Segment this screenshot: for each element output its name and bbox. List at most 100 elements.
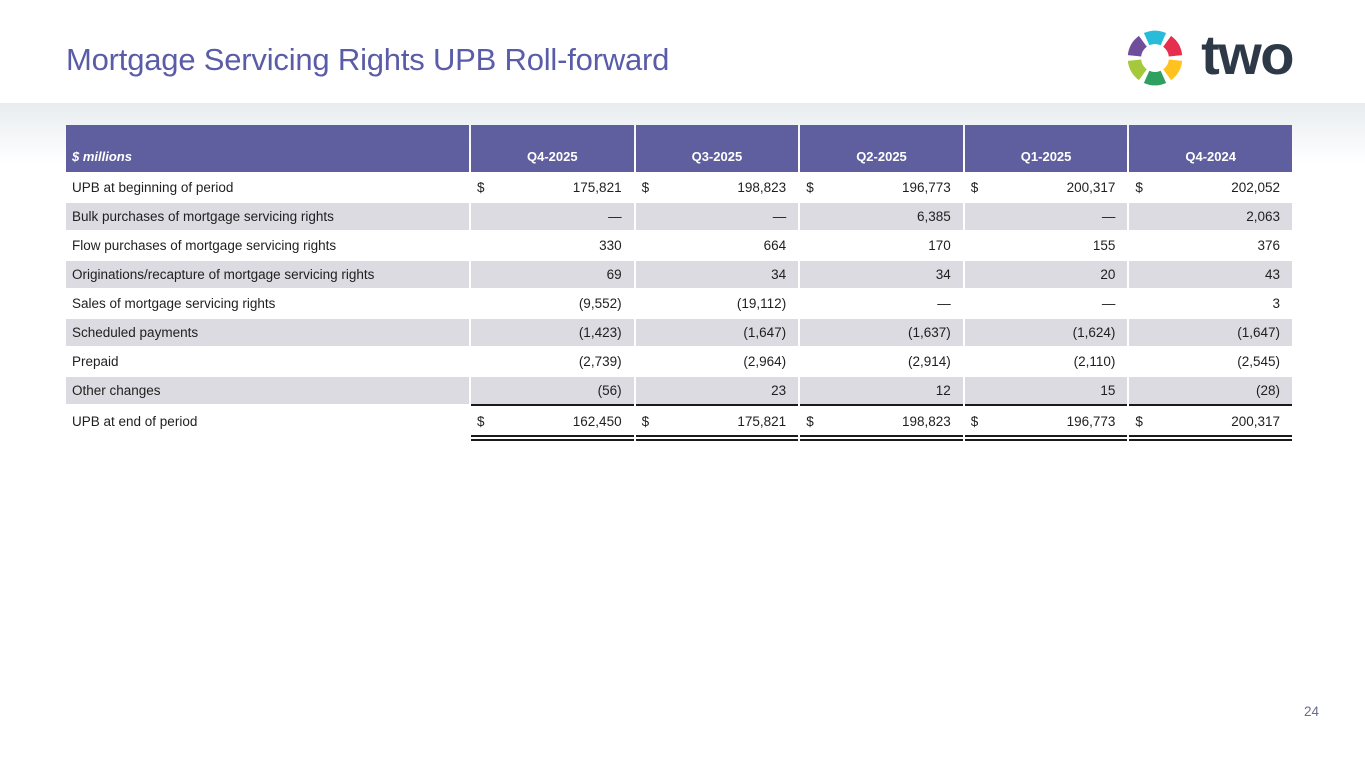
value-text: 34 bbox=[771, 267, 787, 282]
page-title: Mortgage Servicing Rights UPB Roll-forwa… bbox=[66, 42, 670, 77]
value-cell: $196,773 bbox=[800, 174, 963, 201]
value-cell: $196,773 bbox=[964, 408, 1128, 441]
value-text: 69 bbox=[606, 267, 622, 282]
value-cell: 6,385 bbox=[800, 203, 963, 230]
value-cell: 15 bbox=[964, 377, 1128, 406]
table-row: UPB at beginning of period $175,821 $198,8… bbox=[66, 174, 1292, 201]
value-text: 664 bbox=[763, 238, 787, 253]
value-cell: (2,964) bbox=[636, 348, 799, 375]
value-cell: (56) bbox=[471, 377, 634, 406]
value-text: (2,110) bbox=[1073, 354, 1116, 369]
value-text: 15 bbox=[1100, 383, 1116, 398]
column-header-q4-2025: Q4-2025 bbox=[471, 125, 634, 172]
currency-symbol: $ bbox=[1135, 180, 1143, 195]
row-label: Other changes bbox=[66, 377, 469, 406]
currency-symbol: $ bbox=[477, 414, 485, 429]
value-cell: 330 bbox=[471, 232, 634, 259]
value-text: 330 bbox=[599, 238, 622, 253]
table-row: Bulk purchases of mortgage servicing rig… bbox=[66, 203, 1292, 230]
upb-rollforward-table: $ millions Q4-2025 Q3-2025 Q2-2025 Q1-20… bbox=[66, 125, 1292, 441]
currency-symbol: $ bbox=[806, 180, 814, 195]
value-cell: (1,637) bbox=[800, 319, 963, 346]
value-text: — bbox=[772, 209, 787, 224]
row-label: UPB at beginning of period bbox=[72, 180, 234, 195]
value-text: — bbox=[1101, 296, 1116, 311]
value-cell: $202,052 bbox=[1129, 174, 1292, 201]
value-text: (2,914) bbox=[908, 354, 951, 369]
currency-symbol: $ bbox=[970, 180, 979, 195]
value-text: 200,317 bbox=[1231, 414, 1280, 429]
value-cell: 170 bbox=[800, 232, 963, 259]
value-cell: (28) bbox=[1129, 377, 1292, 406]
value-cell: 20 bbox=[964, 261, 1128, 288]
value-cell: — bbox=[635, 203, 799, 230]
table-row: Originations/recapture of mortgage servi… bbox=[66, 261, 1292, 288]
value-text: 376 bbox=[1257, 238, 1280, 253]
value-cell: — bbox=[964, 203, 1128, 230]
row-label: Bulk purchases of mortgage servicing rig… bbox=[66, 203, 469, 230]
value-text: 155 bbox=[1092, 238, 1116, 253]
value-text: 2,063 bbox=[1246, 209, 1280, 224]
row-label: Sales of mortgage servicing rights bbox=[72, 296, 276, 311]
value-cell: 43 bbox=[1129, 261, 1292, 288]
table-body: UPB at beginning of period $175,821 $198,8… bbox=[66, 174, 1292, 441]
row-label: Flow purchases of mortgage servicing rig… bbox=[72, 238, 337, 253]
value-text: 162,450 bbox=[572, 414, 622, 429]
logo-wordmark: two bbox=[1201, 23, 1294, 86]
value-text: 175,821 bbox=[737, 414, 787, 429]
value-text: 196,773 bbox=[901, 180, 951, 195]
two-logo: two bbox=[1122, 23, 1294, 91]
table-header-row: $ millions Q4-2025 Q3-2025 Q2-2025 Q1-20… bbox=[66, 125, 1292, 172]
value-cell: (1,624) bbox=[964, 319, 1128, 346]
column-header-q3-2025: Q3-2025 bbox=[635, 125, 799, 172]
units-header-cell: $ millions bbox=[66, 125, 469, 172]
value-cell: (2,545) bbox=[1129, 348, 1292, 375]
value-cell: 2,063 bbox=[1129, 203, 1292, 230]
table-row: Scheduled payments (1,423) (1,647) (1,637) (… bbox=[66, 319, 1292, 346]
value-text: 12 bbox=[935, 383, 951, 398]
value-text: 198,823 bbox=[901, 414, 951, 429]
value-text: (1,647) bbox=[1237, 325, 1280, 340]
column-header-q4-2024: Q4-2024 bbox=[1129, 125, 1292, 172]
value-cell: 664 bbox=[636, 232, 799, 259]
value-cell: 34 bbox=[635, 261, 799, 288]
row-label: Scheduled payments bbox=[66, 319, 469, 346]
value-text: (2,964) bbox=[743, 354, 787, 369]
value-text: (56) bbox=[597, 383, 622, 398]
value-text: 43 bbox=[1264, 267, 1280, 282]
column-header-q1-2025: Q1-2025 bbox=[964, 125, 1128, 172]
value-cell: 34 bbox=[800, 261, 963, 288]
table-row: Sales of mortgage servicing rights (9,552… bbox=[66, 290, 1292, 317]
value-text: 34 bbox=[935, 267, 951, 282]
value-cell: (1,647) bbox=[635, 319, 799, 346]
table-row: Other changes (56) 23 12 15 (28) bbox=[66, 377, 1292, 406]
value-text: 196,773 bbox=[1066, 414, 1116, 429]
value-text: 6,385 bbox=[917, 209, 951, 224]
value-text: (1,423) bbox=[578, 325, 622, 340]
value-cell: 3 bbox=[1129, 290, 1292, 317]
value-text: (19,112) bbox=[736, 296, 787, 311]
currency-symbol: $ bbox=[641, 414, 650, 429]
row-label: UPB at end of period bbox=[72, 414, 198, 429]
value-text: (1,637) bbox=[908, 325, 951, 340]
value-text: 198,823 bbox=[737, 180, 787, 195]
row-label: Originations/recapture of mortgage servi… bbox=[66, 261, 469, 288]
page-number: 24 bbox=[1303, 704, 1319, 719]
currency-symbol: $ bbox=[806, 414, 814, 429]
value-text: 170 bbox=[928, 238, 951, 253]
value-text: (2,739) bbox=[578, 354, 622, 369]
value-cell: 155 bbox=[965, 232, 1128, 259]
logo-pinwheel-icon bbox=[1127, 30, 1183, 86]
value-cell: (2,914) bbox=[800, 348, 963, 375]
currency-symbol: $ bbox=[641, 180, 650, 195]
value-cell: 376 bbox=[1129, 232, 1292, 259]
value-text: — bbox=[1101, 209, 1116, 224]
table-row: UPB at end of period $162,450 $175,821 $198… bbox=[66, 408, 1292, 441]
value-cell: $198,823 bbox=[800, 408, 963, 441]
currency-symbol: $ bbox=[1135, 414, 1143, 429]
value-text: (28) bbox=[1255, 383, 1280, 398]
value-cell: (2,739) bbox=[471, 348, 634, 375]
row-label: Prepaid bbox=[72, 354, 119, 369]
value-text: (1,624) bbox=[1072, 325, 1116, 340]
